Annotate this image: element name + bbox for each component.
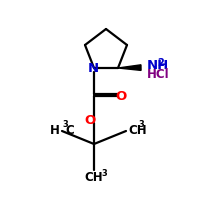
- Text: 3: 3: [62, 120, 68, 129]
- Polygon shape: [118, 65, 141, 70]
- Text: H: H: [50, 124, 60, 138]
- Text: 3: 3: [138, 120, 144, 129]
- Text: CH: CH: [85, 171, 103, 184]
- Text: HCl: HCl: [147, 68, 169, 81]
- Text: 2: 2: [157, 58, 164, 68]
- Text: O: O: [84, 114, 95, 127]
- Text: NH: NH: [147, 59, 169, 72]
- Text: O: O: [116, 90, 127, 102]
- Text: 3: 3: [101, 169, 107, 178]
- Text: CH: CH: [128, 124, 147, 138]
- Text: C: C: [65, 124, 74, 138]
- Text: N: N: [88, 62, 99, 74]
